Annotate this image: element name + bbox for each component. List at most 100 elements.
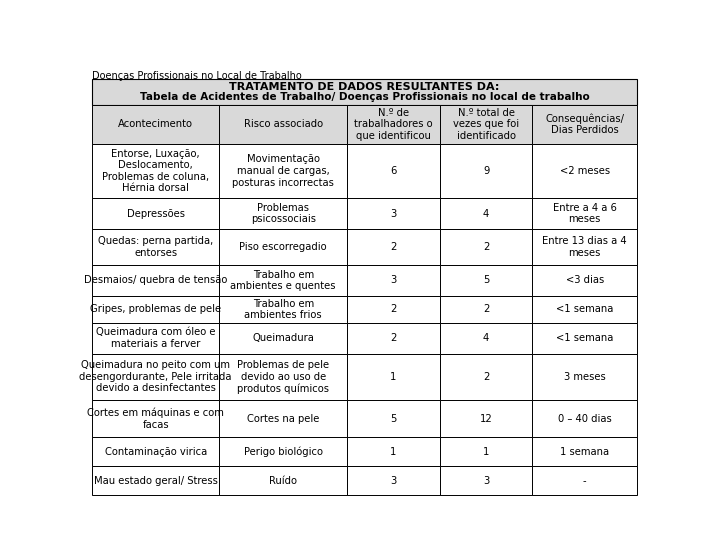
- Text: Desmaios/ quebra de tensão: Desmaios/ quebra de tensão: [84, 275, 228, 285]
- Bar: [439, 437, 533, 466]
- Bar: [347, 323, 439, 354]
- Text: N.º total de
vezes que foi
identificado: N.º total de vezes que foi identificado: [453, 108, 519, 141]
- Bar: [347, 198, 439, 229]
- Bar: [347, 229, 439, 265]
- Text: 9: 9: [483, 166, 489, 176]
- Text: 1: 1: [390, 446, 397, 456]
- Text: 1 semana: 1 semana: [560, 446, 609, 456]
- Text: Contaminação virica: Contaminação virica: [105, 446, 207, 456]
- Text: Depressões: Depressões: [127, 209, 185, 219]
- Bar: [439, 296, 533, 323]
- Text: Problemas
psicossociais: Problemas psicossociais: [251, 203, 316, 224]
- Text: <1 semana: <1 semana: [556, 304, 614, 314]
- Text: Entre a 4 a 6
meses: Entre a 4 a 6 meses: [552, 203, 616, 224]
- Bar: [220, 198, 347, 229]
- Text: 2: 2: [390, 304, 397, 314]
- Text: Piso escorregadio: Piso escorregadio: [240, 242, 327, 252]
- Text: Perigo biológico: Perigo biológico: [244, 446, 323, 457]
- Text: 2: 2: [390, 242, 397, 252]
- Text: Tabela de Acidentes de Trabalho/ Doenças Profissionais no local de trabalho: Tabela de Acidentes de Trabalho/ Doenças…: [139, 92, 589, 102]
- Bar: [92, 437, 220, 466]
- Bar: [220, 437, 347, 466]
- Bar: [347, 143, 439, 198]
- Text: Queimadura no peito com um
desengordurante, Pele irritada
devido a desinfectante: Queimadura no peito com um desengorduran…: [80, 360, 232, 393]
- Text: 5: 5: [390, 413, 397, 424]
- Text: Doenças Profissionais no Local de Trabalho: Doenças Profissionais no Local de Trabal…: [92, 71, 301, 81]
- Bar: [439, 198, 533, 229]
- Bar: [439, 400, 533, 437]
- Bar: [347, 354, 439, 400]
- Bar: [92, 323, 220, 354]
- Text: 2: 2: [483, 242, 489, 252]
- Text: 12: 12: [480, 413, 493, 424]
- Text: TRATAMENTO DE DADOS RESULTANTES DA:: TRATAMENTO DE DADOS RESULTANTES DA:: [229, 82, 500, 92]
- Bar: [92, 354, 220, 400]
- Bar: [92, 265, 220, 296]
- Text: Cortes na pele: Cortes na pele: [247, 413, 319, 424]
- Text: -: -: [583, 475, 587, 485]
- Bar: [92, 229, 220, 265]
- Bar: [533, 400, 637, 437]
- Bar: [533, 323, 637, 354]
- Bar: [220, 229, 347, 265]
- Text: 4: 4: [483, 333, 489, 343]
- Bar: [92, 400, 220, 437]
- Text: Queimadura: Queimadura: [252, 333, 314, 343]
- Bar: [439, 229, 533, 265]
- Bar: [92, 105, 220, 143]
- Text: 3 meses: 3 meses: [564, 372, 606, 382]
- Bar: [533, 466, 637, 495]
- Text: Movimentação
manual de cargas,
posturas incorrectas: Movimentação manual de cargas, posturas …: [232, 155, 334, 187]
- Text: Queimadura com óleo e
materiais a ferver: Queimadura com óleo e materiais a ferver: [96, 328, 215, 349]
- Text: Trabalho em
ambientes e quentes: Trabalho em ambientes e quentes: [230, 270, 336, 291]
- Text: Entorse, Luxação,
Deslocamento,
Problemas de coluna,
Hérnia dorsal: Entorse, Luxação, Deslocamento, Problema…: [102, 148, 209, 194]
- Text: 3: 3: [390, 275, 397, 285]
- Text: <1 semana: <1 semana: [556, 333, 614, 343]
- Text: 1: 1: [390, 372, 397, 382]
- Bar: [533, 296, 637, 323]
- Bar: [439, 466, 533, 495]
- Text: Risco associado: Risco associado: [244, 119, 323, 129]
- Bar: [533, 143, 637, 198]
- Text: Acontecimento: Acontecimento: [118, 119, 193, 129]
- Bar: [533, 437, 637, 466]
- Text: <2 meses: <2 meses: [560, 166, 610, 176]
- Bar: [220, 143, 347, 198]
- Bar: [439, 105, 533, 143]
- Text: 2: 2: [483, 304, 489, 314]
- Text: Trabalho em
ambientes frios: Trabalho em ambientes frios: [245, 299, 322, 320]
- Bar: [220, 466, 347, 495]
- Bar: [220, 105, 347, 143]
- Bar: [220, 265, 347, 296]
- Text: 2: 2: [390, 333, 397, 343]
- Bar: [533, 198, 637, 229]
- Text: 0 – 40 dias: 0 – 40 dias: [557, 413, 611, 424]
- Bar: [92, 143, 220, 198]
- Bar: [92, 466, 220, 495]
- Bar: [347, 265, 439, 296]
- Bar: [439, 354, 533, 400]
- Text: 1: 1: [483, 446, 489, 456]
- Bar: [533, 229, 637, 265]
- Text: <3 dias: <3 dias: [565, 275, 604, 285]
- Text: Quedas: perna partida,
entorses: Quedas: perna partida, entorses: [98, 236, 213, 258]
- Bar: [533, 265, 637, 296]
- Bar: [439, 143, 533, 198]
- Bar: [533, 105, 637, 143]
- Text: Cortes em máquinas e com
facas: Cortes em máquinas e com facas: [87, 408, 224, 430]
- Text: Consequências/
Dias Perdidos: Consequências/ Dias Perdidos: [545, 113, 624, 136]
- Bar: [347, 105, 439, 143]
- Bar: [439, 323, 533, 354]
- Bar: [347, 400, 439, 437]
- Text: Gripes, problemas de pele: Gripes, problemas de pele: [90, 304, 221, 314]
- Bar: [220, 296, 347, 323]
- Text: Entre 13 dias a 4
meses: Entre 13 dias a 4 meses: [542, 236, 627, 258]
- Text: 3: 3: [390, 209, 397, 219]
- Text: 4: 4: [483, 209, 489, 219]
- Bar: [439, 265, 533, 296]
- Bar: [92, 198, 220, 229]
- Text: 6: 6: [390, 166, 397, 176]
- Text: Ruído: Ruído: [269, 475, 297, 485]
- Bar: [220, 354, 347, 400]
- Text: 5: 5: [483, 275, 489, 285]
